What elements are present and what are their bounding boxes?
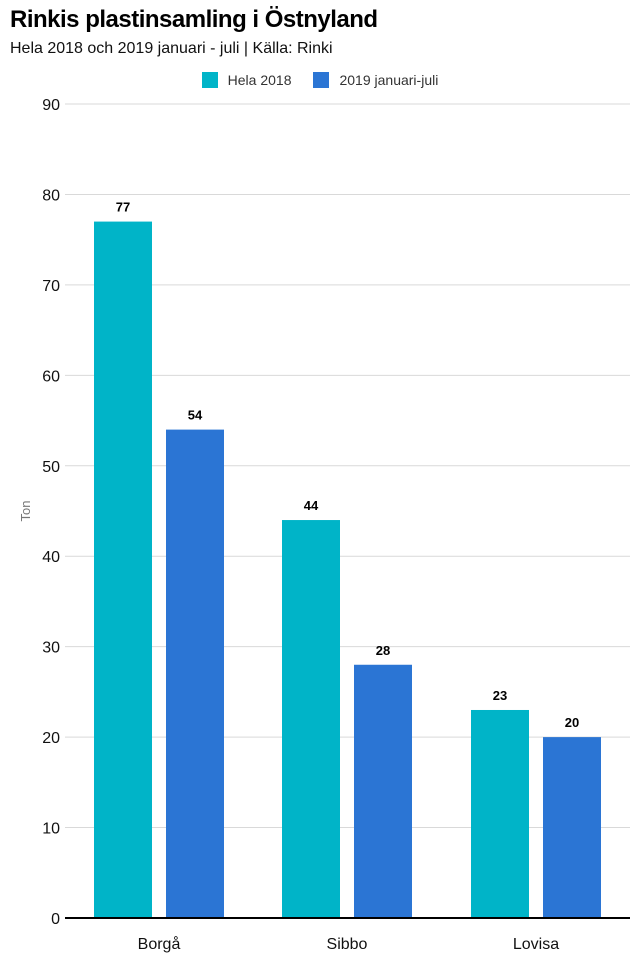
legend-swatch-2019-januari-juli [313,72,330,88]
bar-borgå-hela-2018 [94,221,152,919]
x-tick-label-sibbo: Sibbo [327,936,368,953]
data-label-lovisa-hela-2018: 23 [493,688,507,703]
y-tick-label-40: 40 [42,549,60,566]
x-tick-label-borgå: Borgå [138,935,181,953]
data-label-borgå-2019-januari-juli: 54 [188,408,203,423]
legend-item-2019-januari-juli[interactable]: 2019 januari-juli [313,72,438,88]
y-tick-label-50: 50 [42,459,60,476]
data-label-lovisa-2019-januari-juli: 20 [565,715,579,730]
y-tick-label-70: 70 [42,278,60,295]
chart-subtitle: Hela 2018 och 2019 januari - juli | Käll… [10,40,333,57]
y-tick-label-0: 0 [51,911,60,928]
y-tick-label-90: 90 [42,97,60,114]
legend: Hela 2018 2019 januari-juli [0,72,640,88]
bar-sibbo-2019-januari-juli [354,664,412,918]
bar-sibbo-hela-2018 [282,520,340,918]
y-tick-label-20: 20 [42,730,60,747]
y-tick-label-10: 10 [42,821,60,838]
x-tick-label-lovisa: Lovisa [513,936,559,953]
bar-borgå-2019-januari-juli [166,429,224,918]
data-label-borgå-hela-2018: 77 [116,200,130,215]
y-tick-label-80: 80 [42,187,60,204]
legend-swatch-hela-2018 [201,72,218,88]
legend-label-hela-2018: Hela 2018 [227,72,292,88]
data-label-sibbo-hela-2018: 44 [304,498,319,513]
bar-lovisa-2019-januari-juli [543,737,601,918]
data-label-sibbo-2019-januari-juli: 28 [376,643,390,658]
legend-item-hela-2018[interactable]: Hela 2018 [201,72,292,88]
y-axis-title: Ton [18,501,33,522]
y-tick-label-30: 30 [42,640,60,657]
bar-lovisa-hela-2018 [471,709,529,918]
chart-title: Rinkis plastinsamling i Östnyland [10,6,378,33]
legend-label-2019-januari-juli: 2019 januari-juli [339,72,439,88]
y-tick-label-60: 60 [42,368,60,385]
